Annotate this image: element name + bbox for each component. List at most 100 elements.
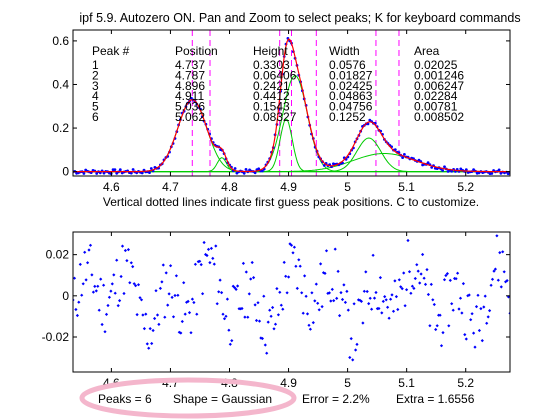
residual-point [254,318,259,323]
residual-point [412,286,416,290]
table-header: Height [253,44,288,58]
residual-point [374,290,378,295]
table-cell: 0.04756 [329,100,373,114]
residual-point [246,315,250,319]
residual-point [88,243,93,247]
residual-point [372,296,377,300]
bottom-xtick-label: 4.9 [280,376,297,390]
fit-curve [73,38,510,173]
residual-point [423,282,428,286]
residual-point [323,271,327,275]
residual-point [144,312,148,316]
residual-point [463,333,467,337]
residual-point [186,299,190,303]
residual-point [301,311,305,315]
residual-point [485,321,489,325]
data-point [401,156,404,160]
residual-point [131,265,135,269]
residual-point [249,277,253,281]
residual-point [93,284,97,288]
residual-point [107,295,111,299]
residual-point [464,337,468,341]
residual-point [240,306,244,311]
table-cell: 0.3303 [253,58,290,72]
bottom-xtick-label: 5.1 [398,376,415,390]
residual-point [456,271,460,275]
residual-point [227,328,231,332]
residual-point [97,308,101,312]
data-point [403,153,406,156]
table-cell: 0.006247 [414,79,464,93]
data-point [464,168,468,172]
residual-point [454,277,458,281]
table-cell: 1 [92,58,99,72]
residual-point [384,298,388,302]
top-xtick-label: 5 [344,180,351,194]
residual-point [151,328,155,333]
data-point [95,172,99,175]
residual-point [310,291,314,295]
residual-point [106,303,110,308]
residual-point [297,258,301,262]
residual-point [253,303,257,307]
status-error: Error = 2.2% [302,392,370,406]
residual-point [134,284,138,288]
residual-point [215,302,219,306]
residual-point [399,285,403,289]
data-point [82,172,86,175]
residual-point [153,316,157,321]
residual-point [78,262,82,266]
residual-point [112,273,116,277]
residual-point [139,298,144,302]
residual-point [164,271,168,275]
data-point [233,167,237,170]
residual-point [489,283,493,287]
residual-point [263,343,267,347]
residual-point [218,278,222,282]
residual-point [428,324,432,328]
residual-point [470,312,474,316]
residual-point [383,295,387,299]
residual-point [199,263,203,267]
residual-point [206,247,211,251]
residual-point [241,261,246,265]
residual-point [221,312,225,316]
residual-point [501,250,505,254]
residual-point [451,308,455,312]
table-header: Peak # [92,44,130,58]
residual-point [195,312,199,316]
residual-point [247,292,251,296]
residual-point [426,292,430,297]
residual-point [320,305,324,309]
table-cell: 2 [92,68,99,82]
data-point [261,169,264,173]
residual-point [308,327,312,331]
residual-point [472,331,476,335]
residual-point [390,293,394,297]
table-cell: 0.02425 [329,79,373,93]
residual-point [244,270,248,274]
residual-point [228,342,232,346]
residual-point [86,261,90,265]
residual-point [103,330,107,334]
data-point [149,167,153,170]
residual-point [166,303,170,307]
top-x-axis: 4.6 4.7 4.8 4.9 5 5.1 5.2 [103,30,474,194]
fit-line [73,38,510,173]
residual-point [327,291,331,295]
bottom-ytick-label: -0.02 [42,330,70,344]
residual-point [292,245,296,249]
residual-point [303,274,307,278]
data-point [393,148,397,152]
residual-point [167,292,171,296]
residual-point [421,252,425,257]
residual-point [330,287,334,291]
residual-point [492,269,496,273]
residual-point [189,331,193,335]
residual-point [182,281,186,285]
residual-point [304,294,308,298]
residual-point [435,324,439,328]
residual-point [183,312,187,316]
top-ytick-label: 0 [62,165,69,179]
residual-point [94,289,98,293]
